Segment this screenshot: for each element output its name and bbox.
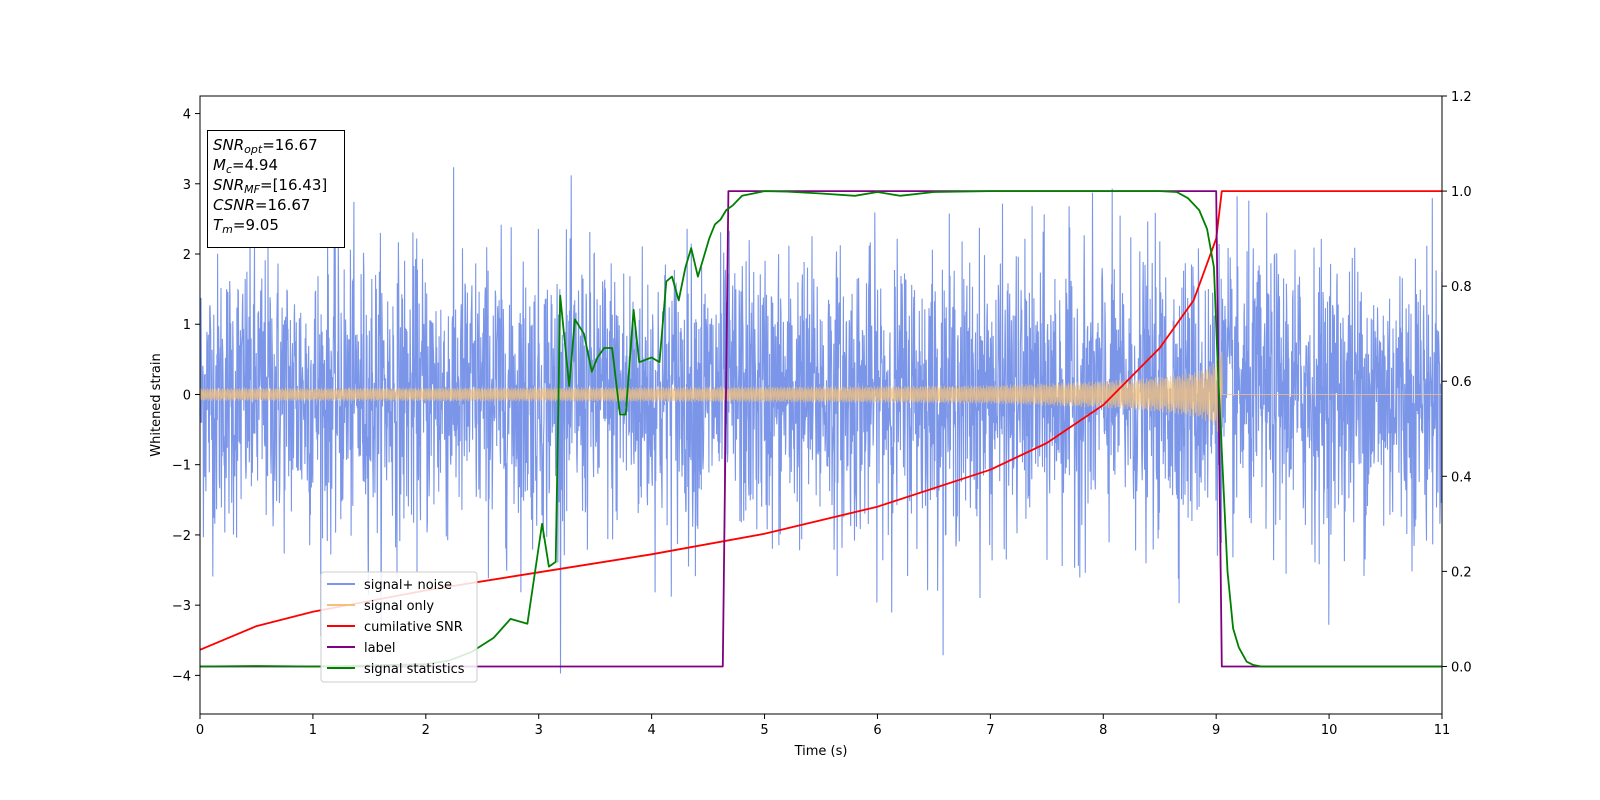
annotation-tm: Tm=9.05 — [213, 216, 279, 236]
x-tick-label: 6 — [873, 723, 881, 738]
y2-tick-label: 0.0 — [1451, 660, 1472, 675]
y-axis-right: 1.2 1.0 0.8 0.6 0.4 0.2 0.0 — [1442, 90, 1472, 675]
y-tick-label: 3 — [183, 178, 191, 193]
annotation-mc: Mc=4.94 — [213, 156, 278, 176]
y2-tick-label: 1.2 — [1451, 90, 1472, 105]
x-tick-label: 4 — [647, 723, 655, 738]
x-tick-label: 0 — [196, 723, 204, 738]
legend: signal+ noise signal only cumilative SNR… — [320, 571, 478, 683]
x-tick-label: 1 — [309, 723, 317, 738]
y-tick-label: 4 — [183, 108, 191, 123]
signal-statistics-line — [199, 190, 1442, 668]
y2-tick-label: 0.2 — [1451, 565, 1472, 580]
x-tick-label: 8 — [1099, 723, 1107, 738]
y-tick-label: 2 — [183, 248, 191, 263]
x-tick-label: 7 — [986, 723, 994, 738]
x-tick-label: 9 — [1212, 723, 1220, 738]
legend-label-label: label — [364, 641, 395, 656]
signal-only-line — [199, 351, 1442, 439]
signal-plus-noise-line — [199, 167, 1443, 674]
signal-only-series — [199, 351, 1442, 439]
plot-frame — [199, 95, 1443, 715]
y-tick-label: −3 — [172, 599, 191, 614]
annotation-snr-mf: SNRMF=[16.43] — [213, 176, 328, 196]
y2-tick-label: 0.6 — [1451, 375, 1472, 390]
y-tick-label: −1 — [172, 459, 191, 474]
legend-label-cumulative-snr: cumilative SNR — [364, 620, 463, 635]
y2-tick-label: 0.4 — [1451, 470, 1472, 485]
legend-box — [320, 571, 478, 683]
y-axis-label: Whitened strain — [149, 353, 164, 456]
y-tick-label: 0 — [183, 388, 191, 403]
y-tick-label: 1 — [183, 318, 191, 333]
x-axis-label: Time (s) — [794, 744, 848, 759]
x-tick-label: 11 — [1434, 723, 1451, 738]
legend-label-signal-statistics: signal statistics — [364, 662, 465, 677]
y2-tick-label: 1.0 — [1451, 185, 1472, 200]
annotation-snr-opt: SNRopt=16.67 — [213, 136, 318, 156]
legend-label-signal-only: signal only — [364, 599, 434, 614]
x-tick-label: 10 — [1321, 723, 1338, 738]
legend-label-signal-noise: signal+ noise — [364, 578, 452, 593]
y-tick-label: −4 — [172, 669, 191, 684]
x-tick-label: 3 — [535, 723, 543, 738]
x-axis: 0 1 2 3 4 5 6 7 8 9 10 11 — [196, 714, 1450, 738]
x-tick-label: 2 — [422, 723, 430, 738]
signal-plus-noise-series — [199, 167, 1443, 674]
x-tick-label: 5 — [760, 723, 768, 738]
annotation-box: SNRopt=16.67 Mc=4.94 SNRMF=[16.43] CSNR=… — [207, 130, 345, 248]
annotation-csnr: CSNR=16.67 — [213, 196, 311, 214]
y-axis-left: 4 3 2 1 0 −1 −2 −3 −4 — [172, 108, 200, 684]
y-tick-label: −2 — [172, 529, 191, 544]
y2-tick-label: 0.8 — [1451, 280, 1472, 295]
